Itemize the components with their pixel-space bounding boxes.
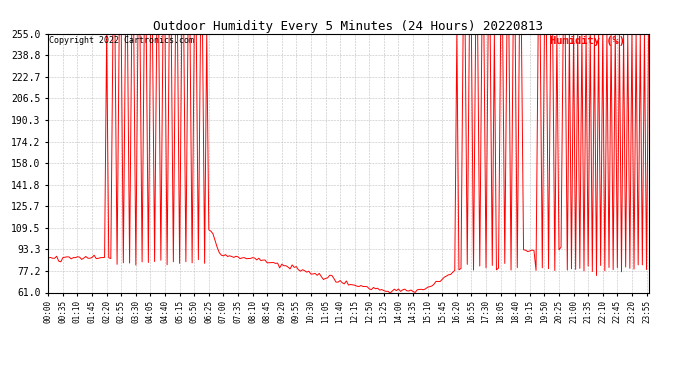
Text: Humidity (%): Humidity (%) [549, 36, 624, 46]
Title: Outdoor Humidity Every 5 Minutes (24 Hours) 20220813: Outdoor Humidity Every 5 Minutes (24 Hou… [153, 20, 544, 33]
Text: Copyright 2022 Cartronics.com: Copyright 2022 Cartronics.com [49, 36, 194, 45]
